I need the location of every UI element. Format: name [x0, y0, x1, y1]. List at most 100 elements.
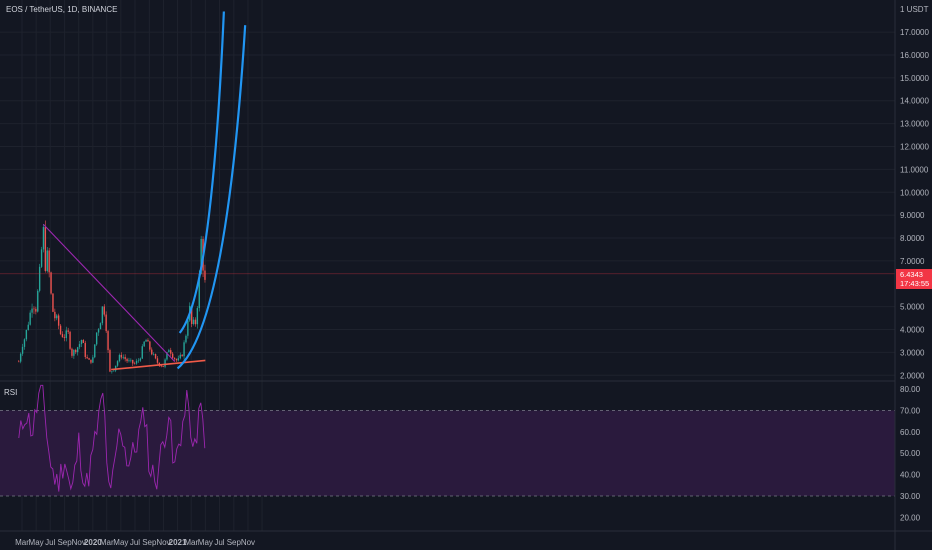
current-price-tag: 6.4343 17:43:55: [896, 269, 932, 289]
candle: [124, 354, 126, 362]
candle: [173, 357, 176, 362]
price-tick-label: 9.0000: [900, 211, 925, 220]
candle: [23, 338, 26, 350]
candle: [76, 346, 79, 356]
rsi-tick-label: 70.00: [900, 406, 921, 415]
candle: [99, 322, 102, 330]
candle: [18, 360, 20, 363]
candle: [116, 360, 119, 368]
time-tick-label: May: [198, 538, 213, 547]
candle: [46, 247, 48, 273]
time-tick-label: May: [113, 538, 128, 547]
rsi-line: [18, 384, 206, 492]
candle: [179, 352, 181, 360]
candle: [75, 348, 77, 355]
time-tick-label: Sep: [57, 538, 72, 547]
candle: [101, 306, 104, 326]
price-tick-label: 4.0000: [900, 326, 925, 335]
price-tick-label: 7.0000: [900, 257, 925, 266]
candle: [194, 317, 197, 327]
candle: [135, 358, 138, 365]
time-tick-label: Nov: [156, 538, 170, 547]
candle: [92, 354, 94, 364]
candle: [21, 343, 24, 356]
time-tick-label: Nov: [72, 538, 86, 547]
candle: [120, 352, 123, 360]
price-tick-label: 17.0000: [900, 28, 929, 37]
price-tick-label: 10.0000: [900, 188, 929, 197]
price-tick-label: 16.0000: [900, 51, 929, 60]
price-tick-label: 5.0000: [900, 303, 925, 312]
candle: [94, 344, 96, 359]
candle: [31, 303, 33, 318]
candle: [126, 357, 128, 364]
currency-label: 1 USDT: [900, 5, 929, 14]
rsi-tick-label: 40.00: [900, 471, 921, 480]
price-tick-label: 8.0000: [900, 234, 925, 243]
candle: [132, 359, 134, 366]
candle: [196, 306, 199, 329]
candle: [130, 358, 132, 363]
candle: [154, 353, 157, 360]
candle: [149, 340, 151, 352]
candle: [42, 224, 45, 253]
candle: [63, 334, 66, 342]
symbol-title[interactable]: EOS / TetherUS, 1D, BINANCE: [6, 5, 118, 14]
candle: [52, 293, 54, 313]
rsi-tick-label: 30.00: [900, 492, 921, 501]
candle: [69, 330, 71, 351]
price-tick-label: 3.0000: [900, 348, 925, 357]
price-axis[interactable]: 17.0000 16.0000 15.0000 14.0000 13.0000 12.00…: [900, 28, 929, 380]
candle: [56, 313, 58, 321]
candle: [44, 220, 47, 273]
candle: [78, 341, 81, 350]
candle: [143, 341, 145, 347]
candle: [128, 357, 130, 363]
time-tick-label: Mar: [100, 538, 114, 547]
candle: [168, 348, 170, 353]
candle: [162, 365, 164, 367]
rsi-indicator-label[interactable]: RSI: [4, 388, 18, 397]
rsi-tick-label: 60.00: [900, 428, 921, 437]
price-tick-label: 11.0000: [900, 165, 929, 174]
candle: [183, 340, 185, 360]
candle: [192, 317, 195, 326]
candle: [118, 353, 121, 363]
rsi-band-fill: [0, 410, 895, 496]
candle: [54, 308, 56, 322]
candle: [151, 347, 153, 356]
candle: [29, 310, 31, 326]
time-tick-label: Jul: [130, 538, 140, 547]
rsi-tick-label: 20.00: [900, 513, 921, 522]
candle: [61, 331, 64, 338]
candle: [38, 263, 41, 293]
candle: [95, 332, 98, 346]
candle: [88, 357, 90, 360]
current-price-tag-bg: [896, 269, 932, 289]
price-tick-label: 12.0000: [900, 143, 929, 152]
candle: [171, 352, 174, 359]
candle: [141, 344, 143, 360]
time-tick-label: Sep: [142, 538, 157, 547]
price-tick-label: 14.0000: [900, 97, 929, 106]
candle: [35, 306, 37, 315]
candle: [177, 355, 180, 362]
channel-upper-curve: [178, 11, 225, 334]
candle: [59, 323, 62, 336]
candle: [25, 329, 28, 342]
candle: [164, 358, 166, 369]
rsi-axis[interactable]: 80.00 70.00 60.00 50.00 40.00 30.00 20.00: [900, 385, 921, 522]
time-tick-label: Jul: [45, 538, 55, 547]
candle: [156, 355, 159, 365]
candle: [175, 358, 178, 363]
time-tick-label: Sep: [227, 538, 242, 547]
candle: [103, 304, 105, 317]
time-tick-label: 2021: [169, 538, 187, 547]
candle: [27, 321, 29, 331]
candle: [139, 357, 142, 362]
candle: [145, 338, 147, 342]
time-tick-label: Mar: [184, 538, 198, 547]
candle: [80, 339, 83, 347]
